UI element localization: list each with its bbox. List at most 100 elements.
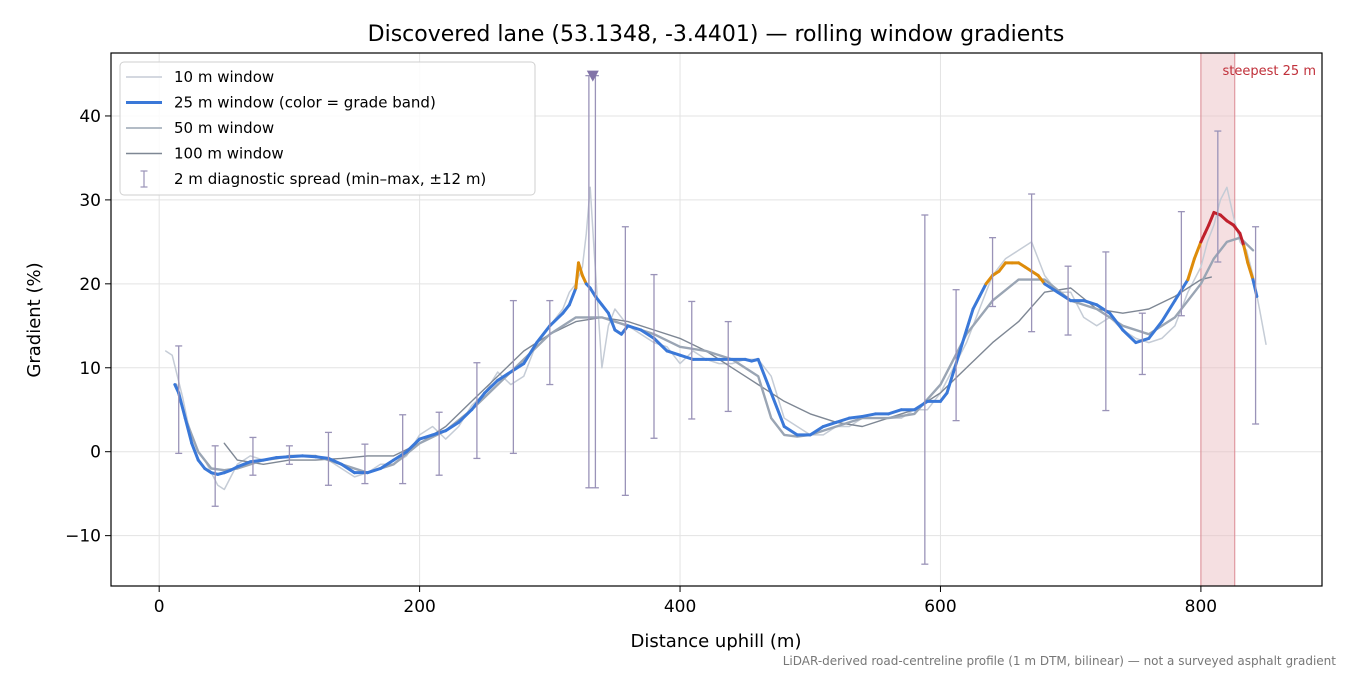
series-25m-window-segment (1121, 328, 1138, 345)
legend-label: 100 m window (174, 145, 284, 163)
x-tick-label: 0 (154, 597, 165, 617)
legend-label: 25 m window (color = grade band) (174, 94, 436, 112)
axis-ticks: 0 200 400 600 800 −10 0 10 20 30 40 (65, 107, 1217, 617)
series-25m-window-segment (834, 416, 851, 424)
legend-label: 50 m window (174, 119, 274, 137)
legend-item: 2 m diagnostic spread (min–max, ±12 m) (140, 170, 486, 188)
y-axis-label: Gradient (%) (24, 262, 45, 377)
series-25m-window-segment (821, 420, 838, 429)
series-25m-window-segment (639, 328, 656, 340)
series-25m-window-segment (522, 341, 539, 366)
legend-label: 10 m window (174, 68, 274, 86)
series-layer (164, 186, 1267, 491)
series-25m-window-segment (997, 261, 1008, 273)
error-bar (473, 362, 481, 460)
series-25m-window-segment (1095, 303, 1112, 315)
plot-frame (110, 52, 1323, 587)
series-25m-window-segment (1242, 244, 1250, 265)
series-25m-window-segment (984, 273, 995, 286)
y-tick-label: 30 (79, 191, 101, 211)
series-25m-window-segment (248, 458, 265, 464)
y-tick-label: −10 (65, 527, 101, 547)
peak-marker (586, 70, 599, 82)
series-25m-window-segment (1160, 299, 1177, 324)
series-25m-window-segment (886, 408, 903, 416)
series-25m-window-segment (326, 456, 343, 466)
y-tick-label: 0 (90, 443, 101, 463)
series-25m-window-segment (665, 349, 682, 357)
series-25m-window-segment (1108, 311, 1125, 332)
series-25m-window-segment (1199, 231, 1207, 244)
error-bar (688, 300, 696, 420)
series-25m-window-segment (418, 433, 435, 441)
series-25m-window-segment (274, 455, 291, 460)
x-tick-label: 400 (664, 597, 696, 617)
series-25m-window-segment (606, 311, 617, 332)
legend-item: 10 m window (126, 68, 274, 86)
series-25m-window-segment (1238, 231, 1246, 248)
series-25m-window-segment (619, 324, 630, 336)
series-25m-window-segment (483, 378, 500, 395)
error-bar (952, 289, 960, 422)
series-25m-window-segment (444, 420, 461, 433)
series-25m-window-segment (1043, 282, 1060, 294)
series-25m-window-segment (196, 458, 207, 470)
series-25m-window-segment (652, 336, 669, 353)
steepest-span-label: steepest 25 m (1223, 64, 1316, 79)
footnote: LiDAR-derived road-centreline profile (1… (783, 654, 1337, 668)
series-25m-window-segment (576, 261, 584, 277)
series-25m-window-segment (1231, 223, 1242, 235)
series-25m-window-segment (860, 412, 877, 418)
series-25m-window-segment (1251, 278, 1259, 298)
legend-item: 25 m window (color = grade band) (126, 94, 436, 112)
error-bar (724, 320, 732, 413)
series-25m-window-segment (1203, 223, 1211, 235)
legend-item: 50 m window (126, 119, 274, 137)
series-25m-window-segment (235, 460, 252, 469)
x-tick-label: 600 (924, 597, 956, 617)
series-25m-window-segment (405, 437, 422, 454)
error-bar (324, 431, 332, 486)
legend: 10 m window 25 m window (color = grade ba… (119, 61, 536, 196)
series-25m-window-segment (847, 414, 864, 420)
error-bar (650, 273, 658, 439)
legend-items: 10 m window 25 m window (color = grade ba… (126, 68, 486, 188)
x-tick-label: 800 (1185, 597, 1217, 617)
series-25m-window-segment (1036, 273, 1047, 286)
series-25m-window-segment (945, 370, 955, 395)
x-tick-label: 200 (403, 597, 435, 617)
series-25m-window-segment (339, 462, 357, 475)
legend-item: 100 m window (126, 145, 284, 163)
error-bar (1252, 226, 1260, 425)
series-25m-window-segment (580, 273, 588, 286)
series-25m-window-segment (313, 455, 330, 460)
error-bar-layer (175, 75, 1260, 565)
series-25m-window-segment (756, 357, 773, 395)
chart-title: Discovered lane (53.1348, -3.4401) — rol… (368, 22, 1065, 47)
error-bar (211, 445, 219, 507)
error-bar (989, 237, 997, 308)
error-bar (1138, 312, 1146, 376)
error-bar (249, 436, 257, 476)
series-25m-window-segment (588, 286, 597, 298)
error-bar (921, 214, 929, 565)
series-25m-window-segment (173, 383, 181, 395)
error-bar (1064, 265, 1072, 336)
series-25m-window-segment (1186, 257, 1196, 282)
series-25m-window-segment (561, 303, 571, 315)
series-25m-window-segment (300, 454, 317, 459)
series-25m-window-segment (782, 425, 799, 437)
series-25m-window-segment (177, 391, 187, 420)
series-25m-window-segment (567, 286, 578, 307)
series-25m-window-segment (379, 458, 396, 470)
series-25m-window-segment (287, 454, 304, 459)
series-25m-window-segment (958, 328, 969, 353)
error-bar (435, 411, 443, 476)
grid-lines (111, 53, 1322, 586)
error-bar (175, 345, 183, 455)
series-25m-window-segment (965, 307, 975, 332)
series-25m-window-segment (548, 311, 565, 328)
series-25m-window-segment (183, 416, 194, 445)
